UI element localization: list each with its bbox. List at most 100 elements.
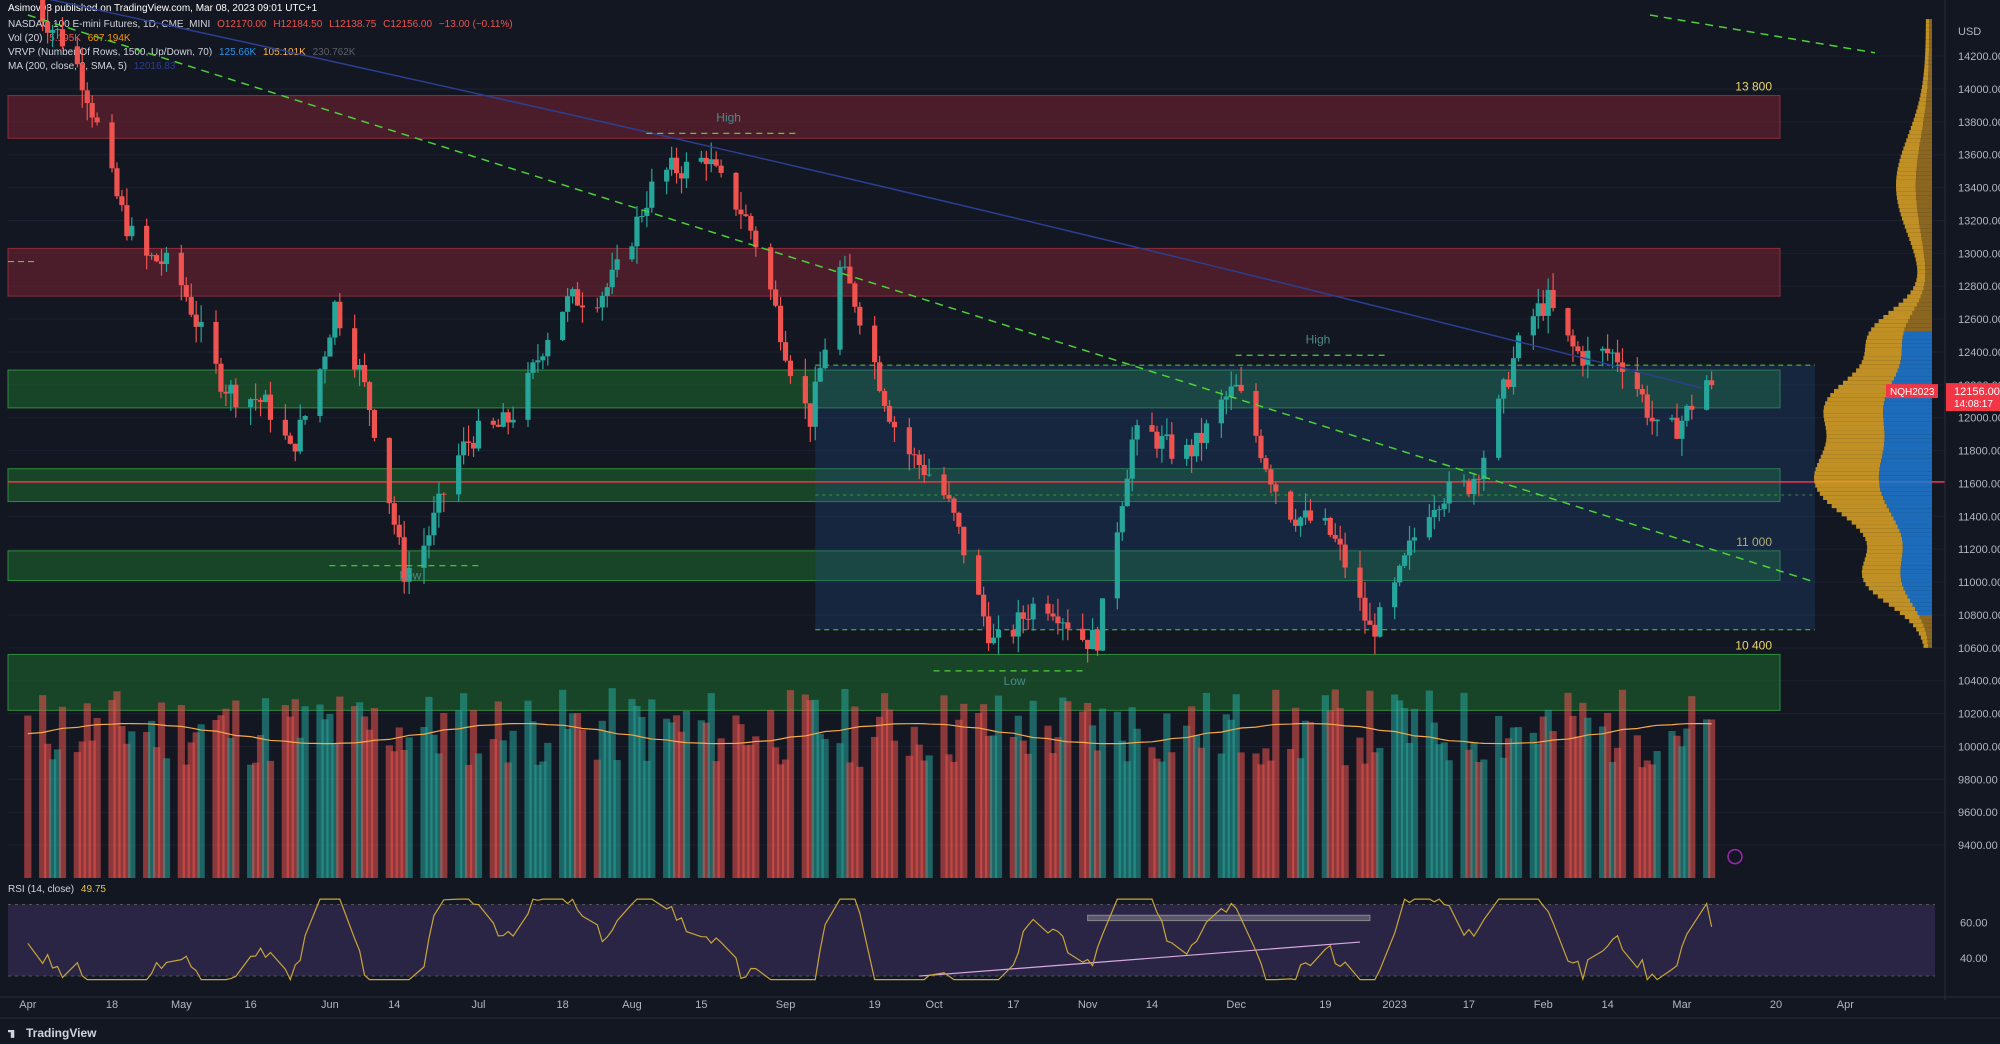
downtrend-line (27, 14, 1816, 583)
candle-body (1198, 432, 1205, 443)
candle (114, 162, 120, 200)
symbol-label[interactable]: NASDAQ 100 E-mini Futures, 1D, CME_MINI (8, 19, 211, 30)
vp-bar-down (1883, 446, 1932, 451)
vp-bar-down (1899, 528, 1932, 533)
candle-body (891, 421, 898, 428)
vp-bar-up (1920, 635, 1927, 640)
candle-body (1288, 491, 1294, 520)
vp-bar-down (1903, 586, 1932, 591)
vp-bar-down (1901, 557, 1932, 562)
vp-bar-down (1915, 187, 1932, 192)
candle (560, 311, 566, 342)
volume-bar (980, 704, 988, 878)
candle (1119, 501, 1125, 541)
vp-bar-down (1883, 495, 1932, 500)
volume-bar (1202, 692, 1211, 878)
vp-bar-down (1915, 606, 1932, 611)
candle (1114, 522, 1120, 610)
candle-body (1124, 478, 1130, 507)
candle (1307, 499, 1314, 524)
candle-body (1530, 316, 1536, 336)
vp-bar-up (1894, 606, 1916, 611)
candle-body (475, 420, 482, 449)
candle-body (1258, 435, 1264, 459)
vp-bar-up (1896, 187, 1916, 192)
open-value: O12170.00 (217, 19, 267, 30)
volume-bar (1153, 758, 1161, 878)
volume-bar (1509, 727, 1518, 878)
vp-bar-down (1900, 360, 1932, 365)
price-tick-label: 10400.00 (1958, 676, 2000, 688)
candle (995, 615, 1002, 655)
candle-body (1159, 435, 1165, 449)
candle-body (45, 21, 51, 33)
candle-body (1639, 389, 1645, 395)
candle (1639, 384, 1645, 403)
volume-bar (489, 739, 497, 878)
volume-bar (920, 760, 928, 878)
vp-bar-up (1904, 224, 1920, 229)
candle-body (664, 169, 670, 182)
tradingview-footer[interactable]: TradingView (8, 1026, 96, 1040)
vp-bar-up (1898, 162, 1917, 168)
candle-body (768, 247, 774, 290)
price-tick-label: 10000.00 (1958, 741, 2000, 753)
vp-bar-down (1884, 442, 1932, 447)
candle-body (257, 399, 264, 402)
vp-bar-up (1830, 393, 1887, 398)
time-tick-label: 18 (557, 999, 569, 1011)
vp-bar-up (1916, 109, 1925, 114)
volume-bar (1237, 752, 1245, 878)
volume-bar (880, 693, 889, 878)
candle (540, 353, 546, 370)
vrvp-header[interactable]: VRVP (Number Of Rows, 1500, Up/Down, 70)… (8, 47, 359, 58)
vp-bar-down (1928, 51, 1932, 57)
candle (510, 406, 516, 429)
vp-bar-down (1924, 113, 1932, 118)
volume-bar (544, 742, 552, 878)
candle (1679, 415, 1685, 457)
volume-bar (707, 693, 715, 878)
upper-trend-line (1649, 14, 1876, 54)
vp-bar-down (1923, 286, 1932, 291)
vp-bar-up (1899, 208, 1918, 213)
vrvp-value-3: 230.762K (312, 47, 356, 58)
vp-bar-down (1879, 471, 1932, 476)
volume-bar (1371, 752, 1379, 878)
candle-body (1481, 457, 1487, 480)
candle-body (852, 283, 858, 307)
candle-body (1545, 289, 1551, 316)
volume-bar (578, 729, 587, 878)
vp-bar-up (1915, 113, 1925, 118)
candles (40, 0, 1715, 663)
candle-body (911, 454, 917, 456)
candle-body (178, 252, 184, 286)
candle-body (1154, 431, 1160, 449)
candle (391, 496, 397, 535)
candle (713, 151, 719, 168)
candle (1055, 598, 1061, 635)
price-tick-label: 9400.00 (1958, 840, 1998, 852)
candle (594, 297, 600, 313)
price-tick-label: 12800.00 (1958, 281, 2000, 293)
candle-body (59, 29, 66, 47)
candle-body (639, 216, 645, 218)
rsi-header[interactable]: RSI (14, close) 49.75 (8, 884, 110, 895)
candle-body (530, 362, 536, 373)
time-tick-label: 20 (1770, 999, 1782, 1011)
ma-header[interactable]: MA (200, close, 0, SMA, 5) 12016.83 (8, 61, 179, 72)
vp-bar-down (1920, 228, 1932, 233)
volume-bar (395, 727, 403, 878)
candle (1189, 439, 1195, 473)
vol-header[interactable]: Vol (20) 5.195K 607.194K (8, 33, 135, 44)
candle (1169, 422, 1175, 465)
price-tick-label: 11600.00 (1958, 478, 2000, 490)
vp-bar-up (1917, 265, 1926, 270)
candle (1050, 604, 1056, 621)
low-value: L12138.75 (329, 19, 377, 30)
vp-bar-down (1924, 253, 1932, 258)
candle-body (683, 161, 690, 179)
vp-bar-up (1907, 134, 1922, 139)
candle (664, 167, 670, 195)
